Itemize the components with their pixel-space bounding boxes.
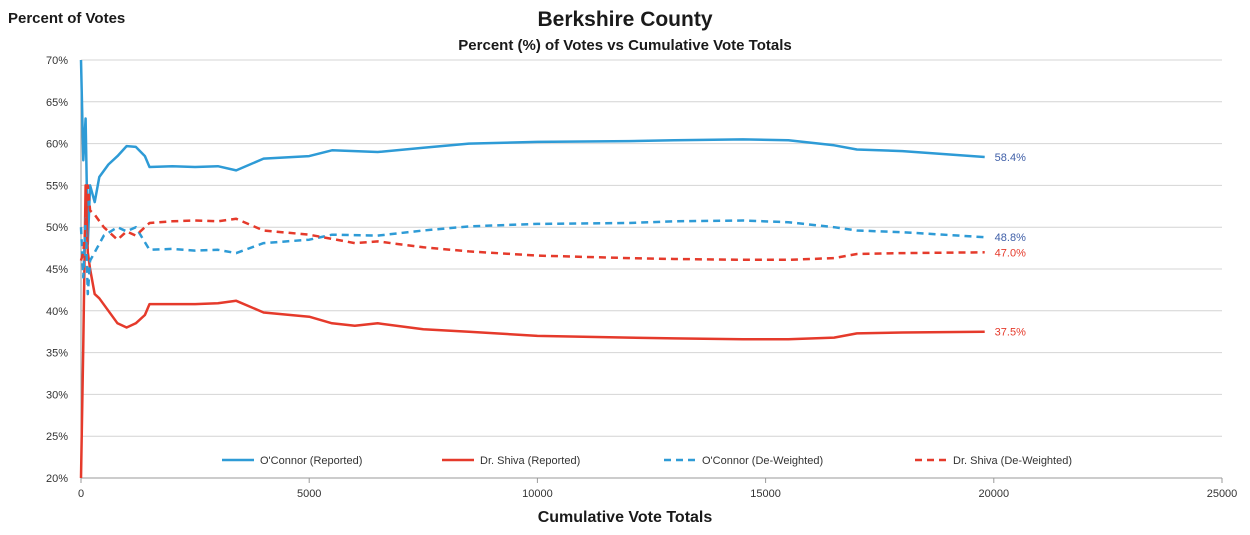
y-tick-label: 55% [46,180,68,192]
legend-label: Dr. Shiva (Reported) [480,455,580,467]
end-value-label: 47.0% [995,247,1026,259]
x-tick-label: 20000 [979,488,1010,500]
legend-label: O'Connor (De-Weighted) [702,455,823,467]
end-value-label: 58.4% [995,152,1026,164]
y-tick-label: 30% [46,389,68,401]
y-tick-label: 70% [46,55,68,67]
chart-subtitle: Percent (%) of Votes vs Cumulative Vote … [458,37,792,54]
series-line-2 [79,217,985,296]
end-value-label: 37.5% [995,327,1026,339]
y-tick-label: 25% [46,431,68,443]
series-line-0 [79,59,985,246]
legend-label: O'Connor (Reported) [260,455,362,467]
y-axis-title: Percent of Votes [8,10,126,27]
x-axis-title: Cumulative Vote Totals [537,509,713,526]
y-tick-label: 60% [46,139,68,151]
x-tick-label: 0 [78,488,84,500]
legend-label: Dr. Shiva (De-Weighted) [953,455,1072,467]
y-tick-label: 35% [46,348,68,360]
x-tick-label: 5000 [297,488,321,500]
y-tick-label: 50% [46,222,68,234]
end-value-label: 48.8% [995,232,1026,244]
x-tick-label: 10000 [522,488,553,500]
x-tick-label: 25000 [1207,488,1238,500]
y-tick-label: 20% [46,473,68,485]
chart-title: Berkshire County [537,8,713,31]
x-tick-label: 15000 [750,488,781,500]
y-tick-label: 45% [46,264,68,276]
y-tick-label: 65% [46,97,68,109]
series-line-1 [79,184,985,479]
y-tick-label: 40% [46,306,68,318]
